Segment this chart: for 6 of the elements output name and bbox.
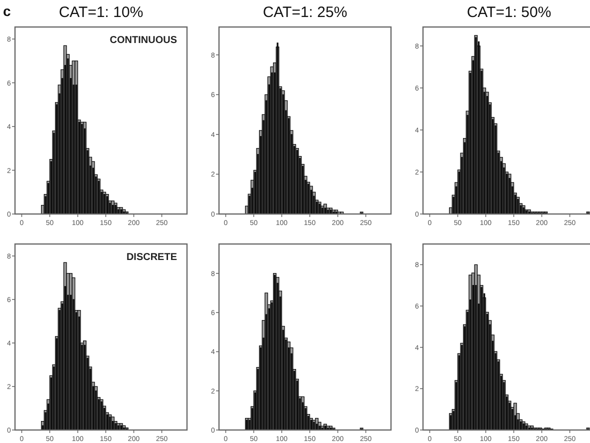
chart-title: CAT=1: 10% bbox=[58, 4, 144, 21]
chart-title: CAT=1: 50% bbox=[466, 4, 552, 21]
annotation: CONTINUOUS bbox=[110, 35, 178, 46]
annotation: DISCRETE bbox=[126, 252, 178, 263]
text: c bbox=[3, 3, 11, 19]
chart-title: CAT=1: 25% bbox=[262, 4, 348, 21]
